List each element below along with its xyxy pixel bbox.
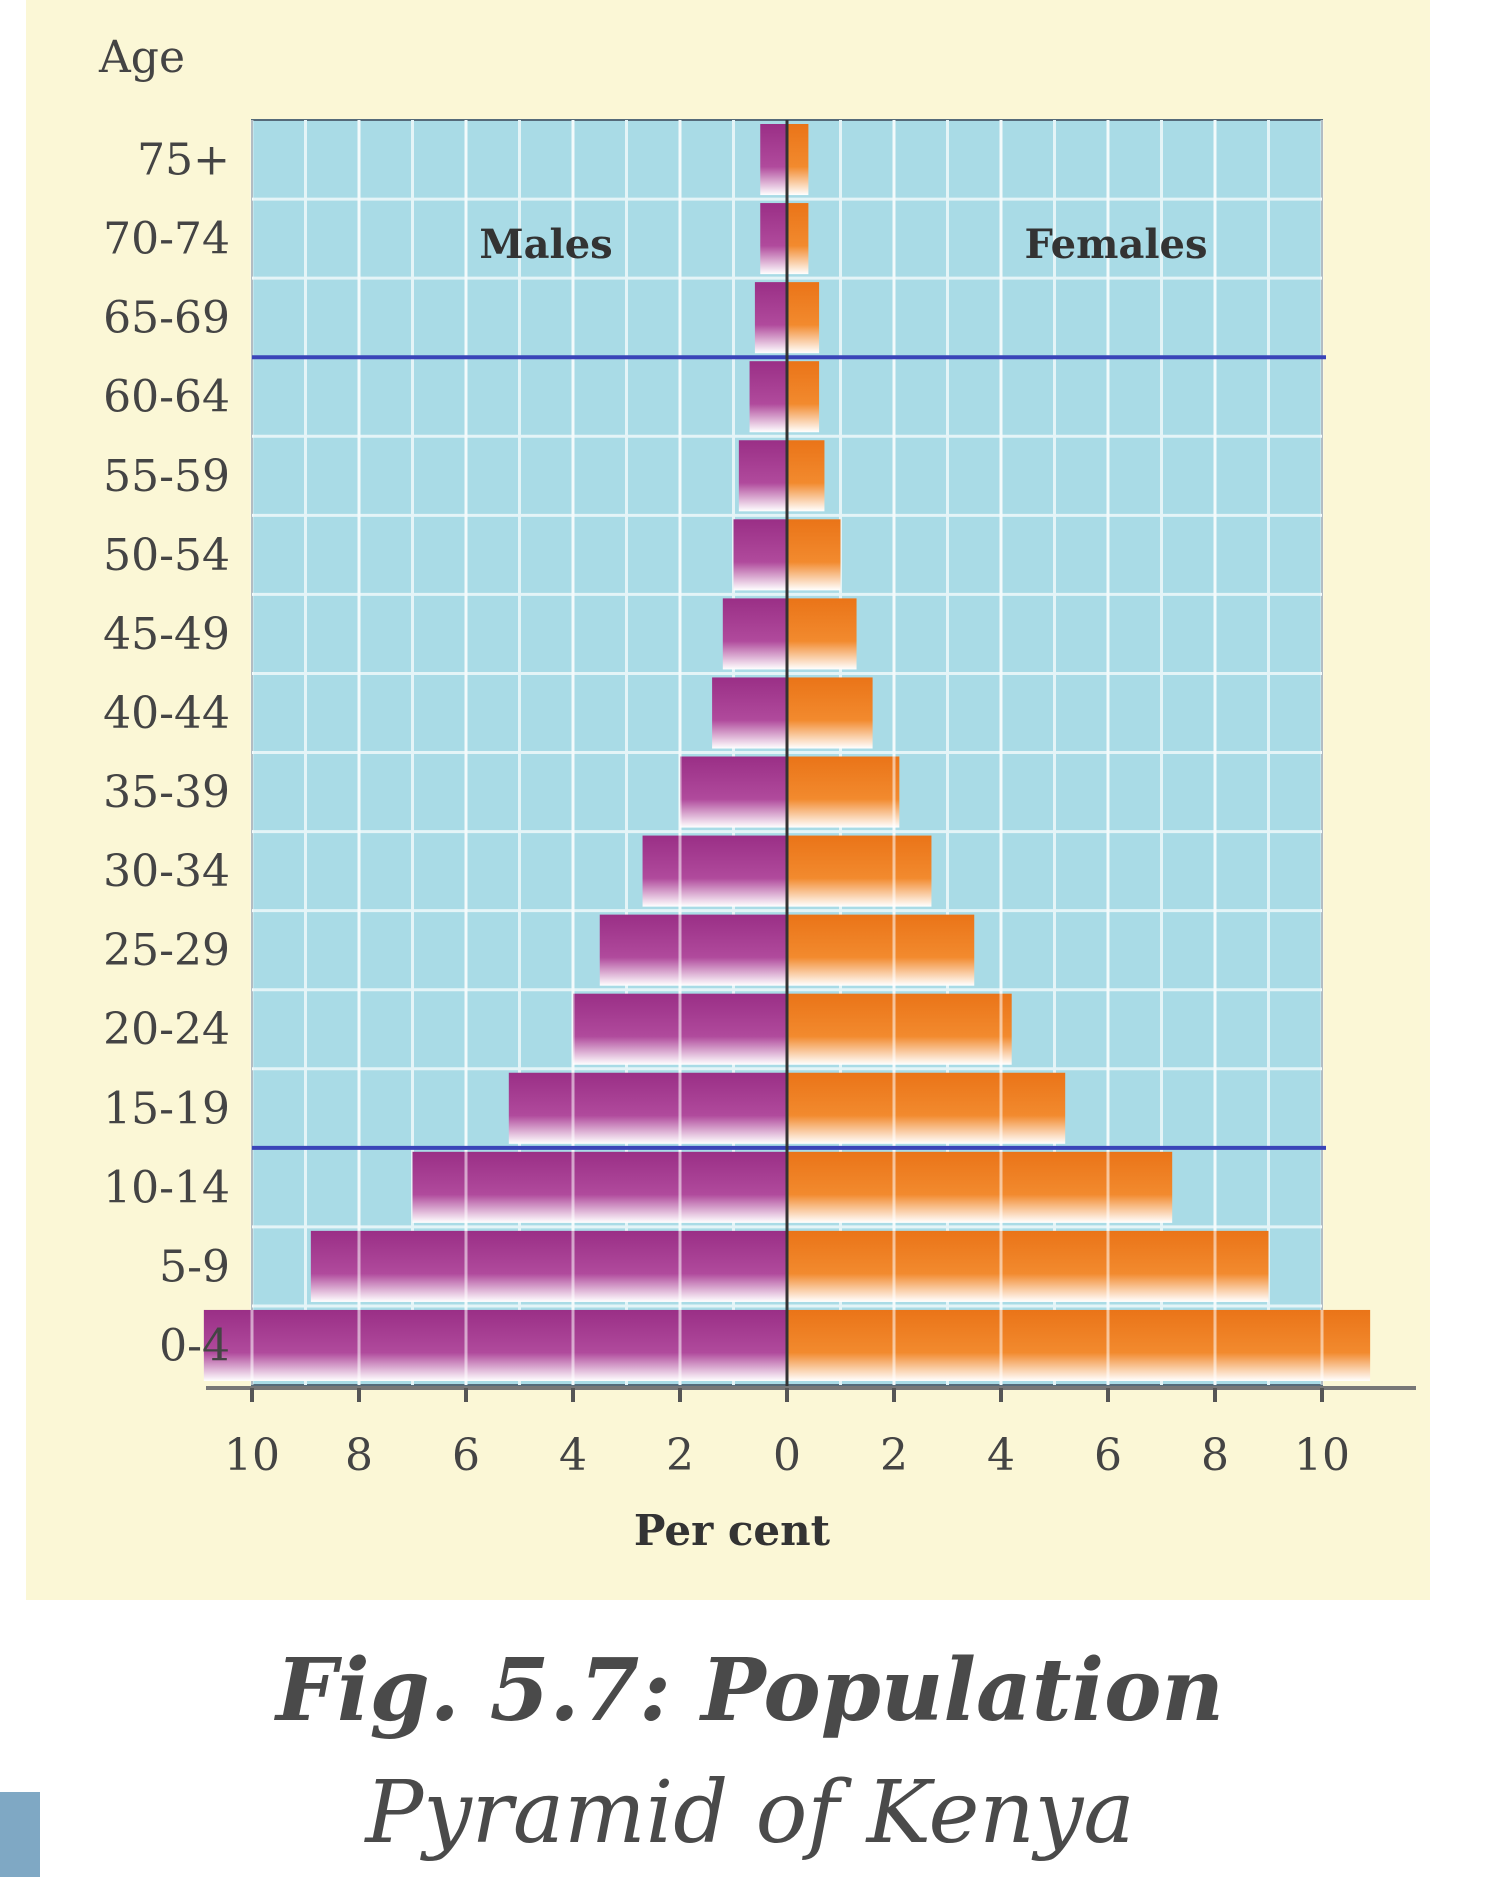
x-tick-label: 6 (452, 1430, 480, 1481)
side-tab-marker (0, 1792, 40, 1877)
bar-male-25-29 (599, 914, 787, 986)
bar-female-30-34 (787, 835, 932, 907)
bar-male-30-34 (642, 835, 787, 907)
bar-female-5-9 (787, 1230, 1269, 1302)
bar-female-10-14 (787, 1151, 1173, 1223)
age-label-25-29: 25-29 (103, 925, 230, 976)
x-tick-label: 8 (345, 1430, 373, 1481)
x-tick-label: 0 (773, 1430, 801, 1481)
age-label-45-49: 45-49 (103, 609, 230, 660)
age-label-75+: 75+ (137, 135, 230, 186)
bar-male-40-44 (712, 677, 787, 749)
bar-female-35-39 (787, 756, 900, 828)
bar-female-60-64 (787, 361, 820, 433)
age-label-65-69: 65-69 (103, 293, 230, 344)
bar-female-70-74 (787, 203, 809, 275)
bar-female-25-29 (787, 914, 975, 986)
x-tick-label: 2 (880, 1430, 908, 1481)
age-label-55-59: 55-59 (103, 451, 230, 502)
age-label-0-4: 0-4 (159, 1320, 230, 1371)
x-tick-label: 2 (666, 1430, 694, 1481)
bar-male-65-69 (754, 282, 787, 354)
bar-male-60-64 (749, 361, 787, 433)
x-tick-label: 6 (1094, 1430, 1122, 1481)
bar-female-40-44 (787, 677, 873, 749)
figure-caption-line-2: Pyramid of Kenya (365, 1763, 1135, 1863)
bar-male-75+ (760, 124, 787, 196)
bar-female-55-59 (787, 440, 825, 512)
bar-female-20-24 (787, 993, 1012, 1065)
x-tick-label: 10 (1294, 1430, 1350, 1481)
x-axis-title: Per cent (634, 1506, 831, 1555)
age-label-15-19: 15-19 (103, 1083, 230, 1134)
age-label-70-74: 70-74 (103, 214, 230, 265)
bar-male-5-9 (310, 1230, 787, 1302)
bar-male-10-14 (412, 1151, 787, 1223)
bar-female-0-4 (787, 1309, 1371, 1381)
x-tick-label: 8 (1201, 1430, 1229, 1481)
bar-male-50-54 (733, 519, 787, 591)
bar-female-75+ (787, 124, 809, 196)
series-label-females: Females (1024, 221, 1207, 268)
bar-male-0-4 (203, 1309, 788, 1381)
age-label-50-54: 50-54 (103, 530, 230, 581)
bar-female-65-69 (787, 282, 820, 354)
age-label-20-24: 20-24 (103, 1004, 230, 1055)
y-axis-title: Age (98, 32, 185, 83)
population-pyramid-chart: 10 8 6 4 2 0 2 4 6 8 10 75+ 70-74 65-69 60-64 55-59 50-5… (98, 32, 1416, 1555)
age-label-5-9: 5-9 (159, 1241, 230, 1292)
chart-panel: 10 8 6 4 2 0 2 4 6 8 10 75+ 70-74 65-69 60-64 55-59 50-5… (26, 0, 1430, 1600)
age-label-60-64: 60-64 (103, 372, 230, 423)
x-tick-label: 4 (987, 1430, 1015, 1481)
bar-female-45-49 (787, 598, 857, 670)
bar-female-15-19 (787, 1072, 1066, 1144)
x-tick-label: 4 (559, 1430, 587, 1481)
bar-male-35-39 (680, 756, 787, 828)
bar-male-55-59 (738, 440, 787, 512)
figure-caption-line-1: Fig. 5.7: Population (275, 1640, 1225, 1741)
age-label-35-39: 35-39 (103, 767, 230, 818)
age-label-30-34: 30-34 (103, 846, 230, 897)
x-tick-label: 10 (224, 1430, 280, 1481)
series-label-males: Males (479, 221, 612, 268)
bar-male-15-19 (508, 1072, 787, 1144)
age-label-40-44: 40-44 (103, 688, 230, 739)
age-label-10-14: 10-14 (103, 1162, 230, 1213)
bar-male-45-49 (722, 598, 787, 670)
bar-female-50-54 (787, 519, 841, 591)
bar-male-70-74 (760, 203, 787, 275)
